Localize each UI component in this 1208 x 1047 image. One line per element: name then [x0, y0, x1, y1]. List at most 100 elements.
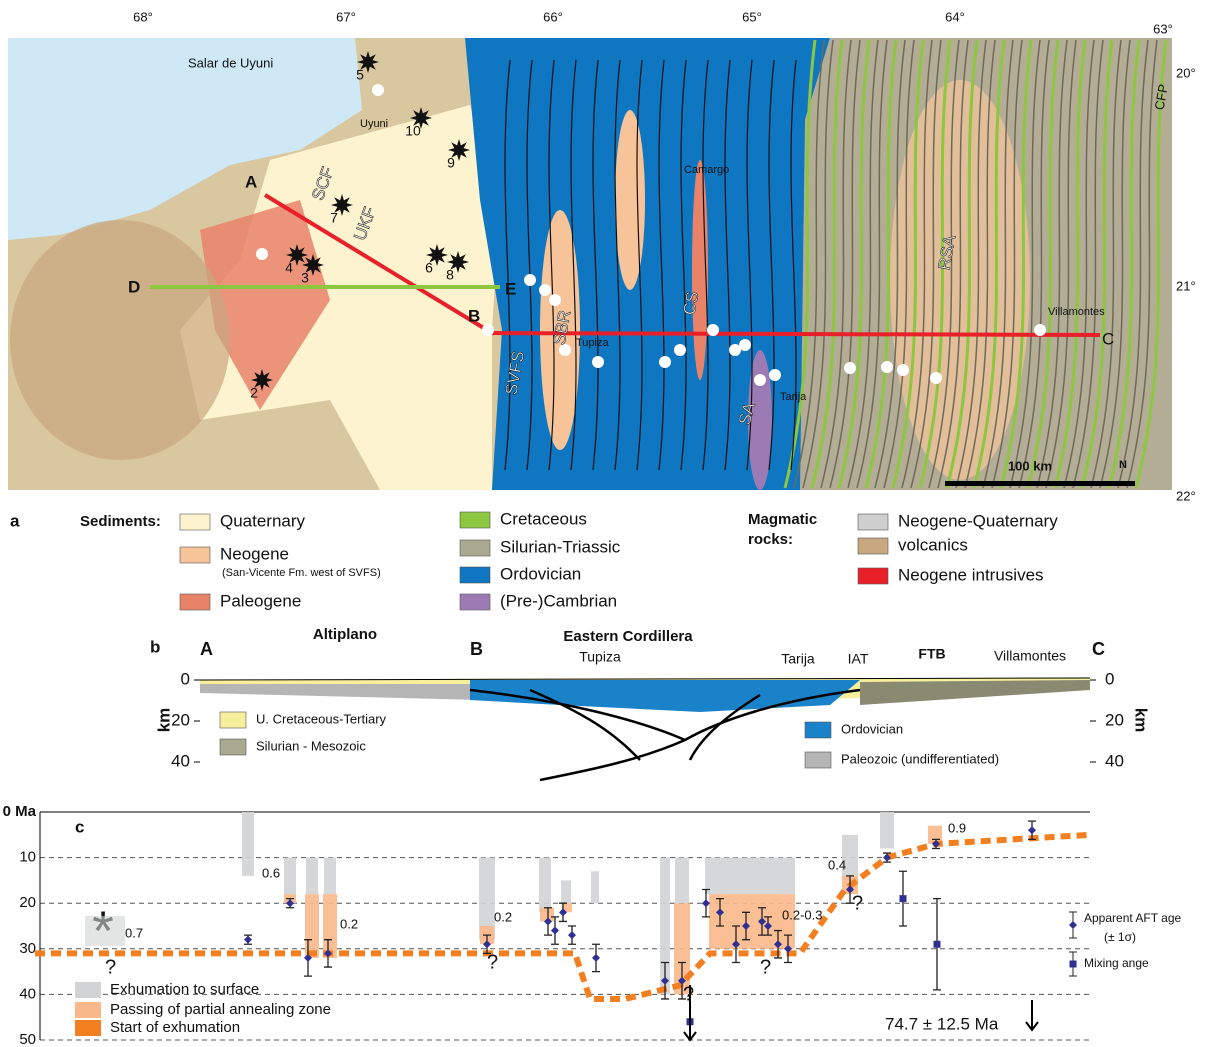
exhumation-bar — [284, 858, 296, 894]
section-layer — [200, 684, 480, 700]
legend-swatch — [220, 739, 246, 755]
longitude: 63° — [1153, 21, 1173, 36]
latitude: 20° — [1176, 65, 1196, 80]
panel-label: c — [75, 817, 84, 836]
depth-tick: 20 — [171, 710, 190, 729]
annealing-bar — [323, 894, 337, 958]
legend-swatch — [805, 722, 831, 738]
star-label: 5 — [356, 67, 364, 83]
panel-label: a — [10, 511, 20, 530]
legend-label: Passing of partial annealing zone — [110, 1001, 331, 1018]
annealing-bar — [305, 894, 319, 958]
sample-point — [769, 369, 781, 381]
exhumation-bar — [242, 812, 254, 876]
legend-note: (San-Vicente Fm. west of SVFS) — [222, 567, 381, 579]
legend-label: Start of exhumation — [110, 1019, 240, 1036]
legend-label: (± 1σ) — [1104, 930, 1136, 944]
legend-label: (Pre-)Cambrian — [500, 591, 617, 610]
star-label: 4 — [285, 260, 293, 276]
aft-age — [1028, 826, 1036, 834]
legend-swatch — [75, 982, 101, 998]
exhumation-bar — [675, 858, 689, 904]
legend-swatch — [858, 514, 888, 530]
question-mark: ? — [760, 956, 771, 978]
place: Uyuni — [360, 118, 388, 130]
star-label: 9 — [447, 155, 455, 171]
depth-tick: 0 — [181, 669, 190, 688]
legend-label: Exhumation to surface — [110, 981, 259, 998]
depth-tick: 0 — [1105, 669, 1114, 688]
legend-label: Apparent AFT age — [1084, 911, 1182, 925]
sample-point — [549, 294, 561, 306]
mixing-age — [900, 895, 907, 902]
exhumation-bar — [561, 880, 571, 903]
section-point: D — [128, 277, 140, 296]
legend-label: Ordovician — [841, 721, 903, 736]
legend-title: Magmatic — [748, 511, 817, 528]
section-label: Eastern Cordillera — [563, 628, 693, 645]
annotation: 0.4 — [828, 857, 846, 872]
star-label: 8 — [446, 267, 454, 283]
sample-point — [372, 84, 384, 96]
aft-age — [551, 927, 559, 935]
legend-label: Cretaceous — [500, 509, 587, 528]
north-arrow: N — [1119, 459, 1127, 471]
legend-swatch — [75, 1002, 101, 1018]
sample-point — [754, 374, 766, 386]
legend-label: volcanics — [898, 535, 968, 554]
y-tick-label: 50 — [19, 1031, 36, 1047]
sample-point — [592, 356, 604, 368]
question-mark: ? — [487, 951, 498, 973]
question-mark: ? — [683, 983, 694, 1005]
legend-title: rocks: — [748, 531, 793, 548]
volcanic-patch — [10, 220, 230, 460]
legend-label: Ordovician — [500, 564, 581, 583]
sample-point — [674, 344, 686, 356]
annotation: 0.9 — [948, 820, 966, 835]
star-label: 3 — [301, 270, 309, 286]
longitude: 64° — [945, 9, 965, 24]
legend-swatch — [180, 514, 210, 530]
longitude: 67° — [336, 9, 356, 24]
legend-swatch — [180, 594, 210, 610]
sample-point — [256, 248, 268, 260]
scale-bar — [945, 481, 1135, 486]
section-label: Tarija — [781, 651, 815, 667]
sample-point — [524, 274, 536, 286]
y-tick-label: 0 Ma — [3, 803, 37, 820]
exhumation-bar — [591, 871, 599, 903]
legend-label: Quaternary — [220, 511, 306, 530]
star-label: 10 — [405, 123, 421, 139]
legend-swatch — [220, 712, 246, 728]
sample-point — [930, 372, 942, 384]
section-point: B — [470, 639, 483, 659]
section-point: E — [505, 279, 516, 298]
legend-swatch — [858, 568, 888, 584]
exhumation-bar — [880, 812, 894, 848]
legend-swatch — [460, 512, 490, 528]
neogene-patch — [615, 110, 645, 290]
sample-point — [707, 324, 719, 336]
sample-point — [897, 364, 909, 376]
legend-swatch — [75, 1020, 101, 1036]
star-label: 6 — [425, 260, 433, 276]
section-label: Villamontes — [994, 648, 1066, 664]
star-label: 2 — [250, 385, 258, 401]
legend-square — [1070, 961, 1077, 968]
section-layer — [470, 680, 860, 712]
y-tick-label: 10 — [19, 849, 36, 866]
annotation: 74.7 ± 12.5 Ma — [885, 1014, 999, 1033]
y-tick-label: 20 — [19, 894, 36, 911]
longitude: 65° — [742, 9, 762, 24]
depth-tick: 20 — [1105, 710, 1124, 729]
aft-age — [568, 931, 576, 939]
place: Tarija — [780, 391, 807, 403]
figure: 2345678910 68° 67° 66° 65° 64° 63° 20° 2… — [0, 0, 1208, 1047]
sample-point — [881, 361, 893, 373]
longitude: 68° — [133, 9, 153, 24]
aft-age — [592, 954, 600, 962]
longitude: 66° — [543, 9, 563, 24]
annotation: 0.7 — [125, 925, 143, 940]
section-line — [487, 333, 1100, 335]
